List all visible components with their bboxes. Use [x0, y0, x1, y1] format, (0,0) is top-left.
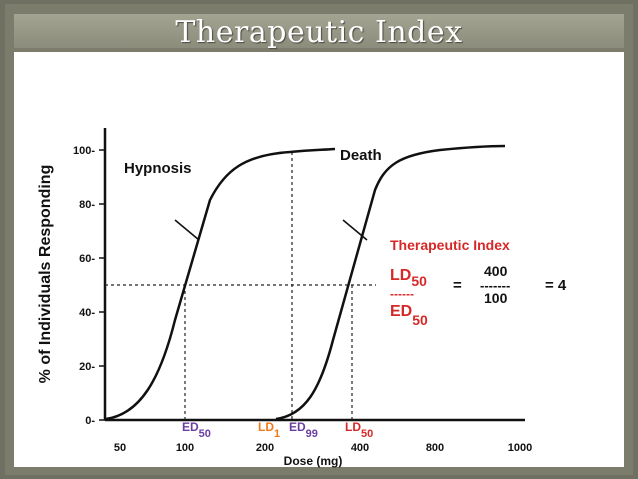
x-tick-label: 400	[351, 442, 369, 454]
ti-denominator-dashes: ------	[390, 287, 414, 301]
y-axis-label: % of Individuals Responding	[37, 165, 54, 384]
chart-panel	[14, 52, 624, 467]
x-axis-label: Dose (mg)	[284, 454, 343, 468]
title-bar	[14, 14, 624, 48]
y-tick-label: 60-	[79, 253, 95, 265]
x-tick-label: 200	[256, 442, 274, 454]
y-tick-label: 80-	[79, 199, 95, 211]
ti-bottom-value: 100	[484, 290, 508, 306]
x-tick-label: 100	[176, 442, 194, 454]
marker-ld1: LD1	[258, 420, 280, 440]
x-tick-label: 1000	[508, 442, 532, 454]
ti-denominator: ED50	[390, 303, 428, 328]
x-tick-label: 50	[114, 442, 126, 454]
ti-top-value: 400	[484, 263, 508, 279]
y-tick-label: 100-	[73, 145, 95, 157]
marker-ed50: ED50	[182, 420, 211, 440]
ti-numerator: LD50	[390, 267, 427, 289]
series-label-hypnosis: Hypnosis	[124, 160, 192, 177]
y-tick-label: 0-	[85, 415, 95, 427]
marker-ed99: ED99	[289, 420, 318, 440]
ti-heading: Therapeutic Index	[390, 237, 510, 253]
hypnosis-pointer	[174, 219, 200, 241]
x-tick-label: 800	[426, 442, 444, 454]
y-tick-label: 20-	[79, 361, 95, 373]
therapeutic-index-annotation: Therapeutic Index LD50 = 400 ------- = 4…	[390, 237, 567, 328]
series-label-death: Death	[340, 147, 382, 164]
y-tick-label: 40-	[79, 307, 95, 319]
series-line-hypnosis	[105, 147, 336, 421]
death-pointer	[342, 219, 368, 241]
slide-title: Therapeutic Index	[175, 15, 463, 50]
series-line-death	[275, 144, 506, 421]
ti-equals: =	[453, 277, 462, 294]
marker-ld50: LD50	[345, 420, 373, 440]
ti-result: = 4	[545, 277, 567, 294]
ti-fraction-dashes: -------	[480, 278, 510, 293]
